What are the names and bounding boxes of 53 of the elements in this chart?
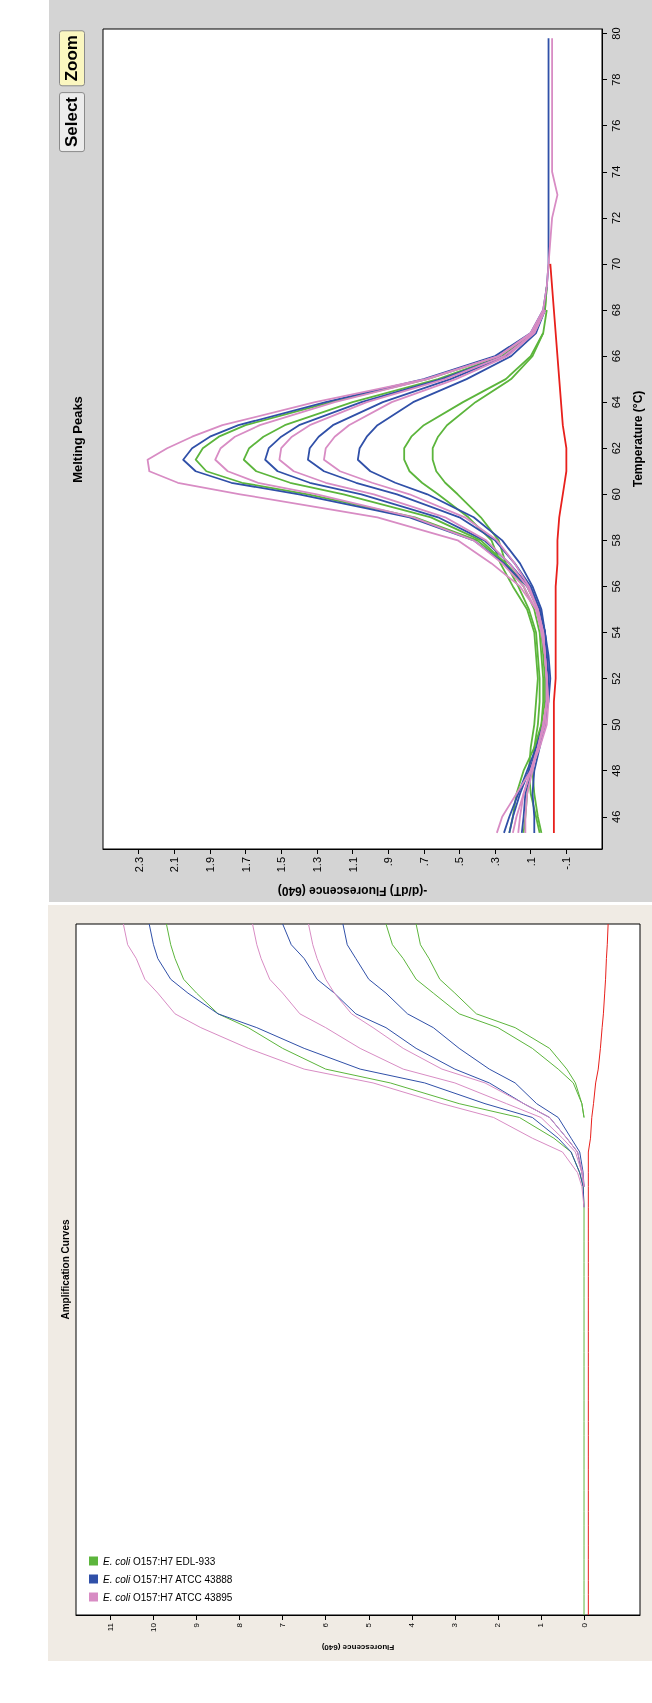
x-tick-label: 2.1: [168, 857, 181, 873]
x-tick-label: 1.7: [239, 857, 252, 873]
y-tick-label: 58: [609, 534, 622, 547]
x-tick-label: 4: [407, 1622, 417, 1628]
y-tick-label: 76: [609, 119, 622, 132]
x-tick-label: .7: [417, 857, 430, 867]
x-tick-label: 2: [493, 1622, 503, 1628]
text: Select: [59, 92, 85, 153]
x-tick-label: .1: [524, 857, 537, 867]
y-tick-label: 56: [609, 580, 622, 593]
x-tick-label: 1.9: [203, 857, 216, 873]
x-tick-label: .9: [382, 857, 395, 867]
y-tick-label: 80: [609, 27, 622, 40]
y-tick-label: 52: [609, 672, 622, 685]
legend-label: E. coli O157:H7 ATCC 43888: [103, 1573, 233, 1585]
x-tick-label: 2.3: [132, 857, 145, 873]
x-tick-label: 11: [105, 1622, 115, 1632]
x-tick-label: 10: [149, 1622, 158, 1632]
x-tick-label: .3: [489, 857, 502, 867]
y-tick-label: 70: [609, 257, 622, 271]
x-tick-label: 7: [278, 1622, 288, 1628]
x-tick-label: 1.5: [275, 857, 288, 873]
y-tick-label: 68: [609, 303, 622, 317]
x-tick-label: 6: [321, 1622, 331, 1628]
y-tick-label: 78: [609, 73, 622, 86]
y-tick-label: 62: [609, 442, 622, 455]
y-tick-label: 60: [609, 488, 622, 501]
x-axis-title: Fluorescence (640): [321, 1642, 395, 1652]
legend-label: E. coli O157:H7 EDL-933: [103, 1555, 216, 1567]
x-tick-label: 1: [536, 1622, 546, 1628]
x-tick-label: 3: [450, 1622, 460, 1628]
x-tick-label: 8: [235, 1622, 245, 1628]
y-tick-label: 54: [609, 626, 622, 639]
x-tick-label: 9: [192, 1622, 202, 1628]
x-tick-label: 0: [579, 1622, 589, 1628]
y-axis-title: Temperature (°C): [631, 390, 645, 488]
x-tick-label: 5: [364, 1622, 374, 1628]
y-tick-label: 74: [609, 165, 622, 178]
y-tick-label: 46: [609, 810, 622, 823]
y-tick-label: 64: [609, 396, 622, 409]
y-tick-label: 72: [609, 211, 622, 224]
text: Zoom: [59, 30, 85, 87]
legend-label: E. coli O157:H7 ATCC 43895: [103, 1591, 233, 1603]
y-tick-label: 48: [609, 764, 622, 777]
y-tick-label: 50: [609, 718, 622, 731]
x-tick-label: -.1: [560, 857, 573, 870]
text: Amplification Curves: [59, 1219, 71, 1320]
x-axis-title: -(d/dT) Fluorescence (640): [277, 884, 428, 898]
x-tick-label: 1.3: [310, 857, 323, 873]
y-tick-label: 66: [609, 349, 622, 363]
x-tick-label: 1.1: [346, 857, 359, 873]
text: Melting Peaks: [69, 396, 85, 483]
x-tick-label: .5: [453, 857, 466, 867]
